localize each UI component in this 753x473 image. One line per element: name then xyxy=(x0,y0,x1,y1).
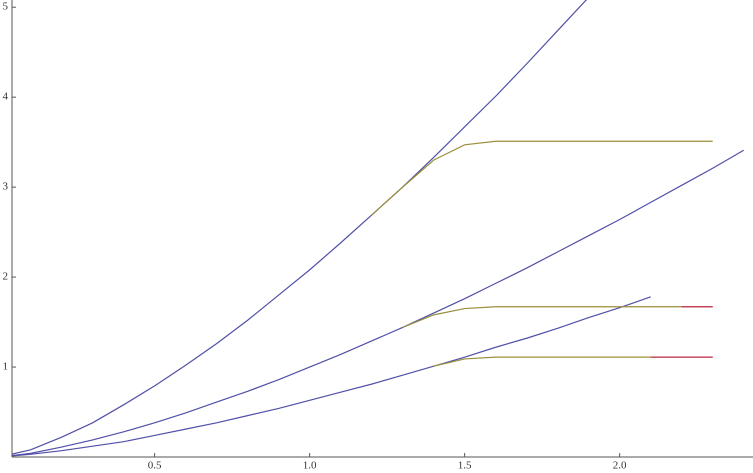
series-line xyxy=(12,296,651,457)
x-tick-label: 0.5 xyxy=(148,460,162,472)
x-tick-label: 1.0 xyxy=(303,460,317,472)
x-tick-label: 1.5 xyxy=(458,460,472,472)
y-tick-label: 3 xyxy=(3,181,9,193)
series-line xyxy=(371,140,713,216)
y-tick-label: 4 xyxy=(3,91,9,103)
y-tick-label: 1 xyxy=(3,361,9,373)
series-line xyxy=(12,149,745,457)
y-tick-label: 2 xyxy=(3,271,9,283)
series-line xyxy=(402,306,713,329)
y-tick-label: 5 xyxy=(3,1,9,13)
x-tick-label: 2.0 xyxy=(613,460,627,472)
series-line xyxy=(12,0,587,455)
plot-area xyxy=(12,0,745,457)
series-line xyxy=(433,356,713,367)
